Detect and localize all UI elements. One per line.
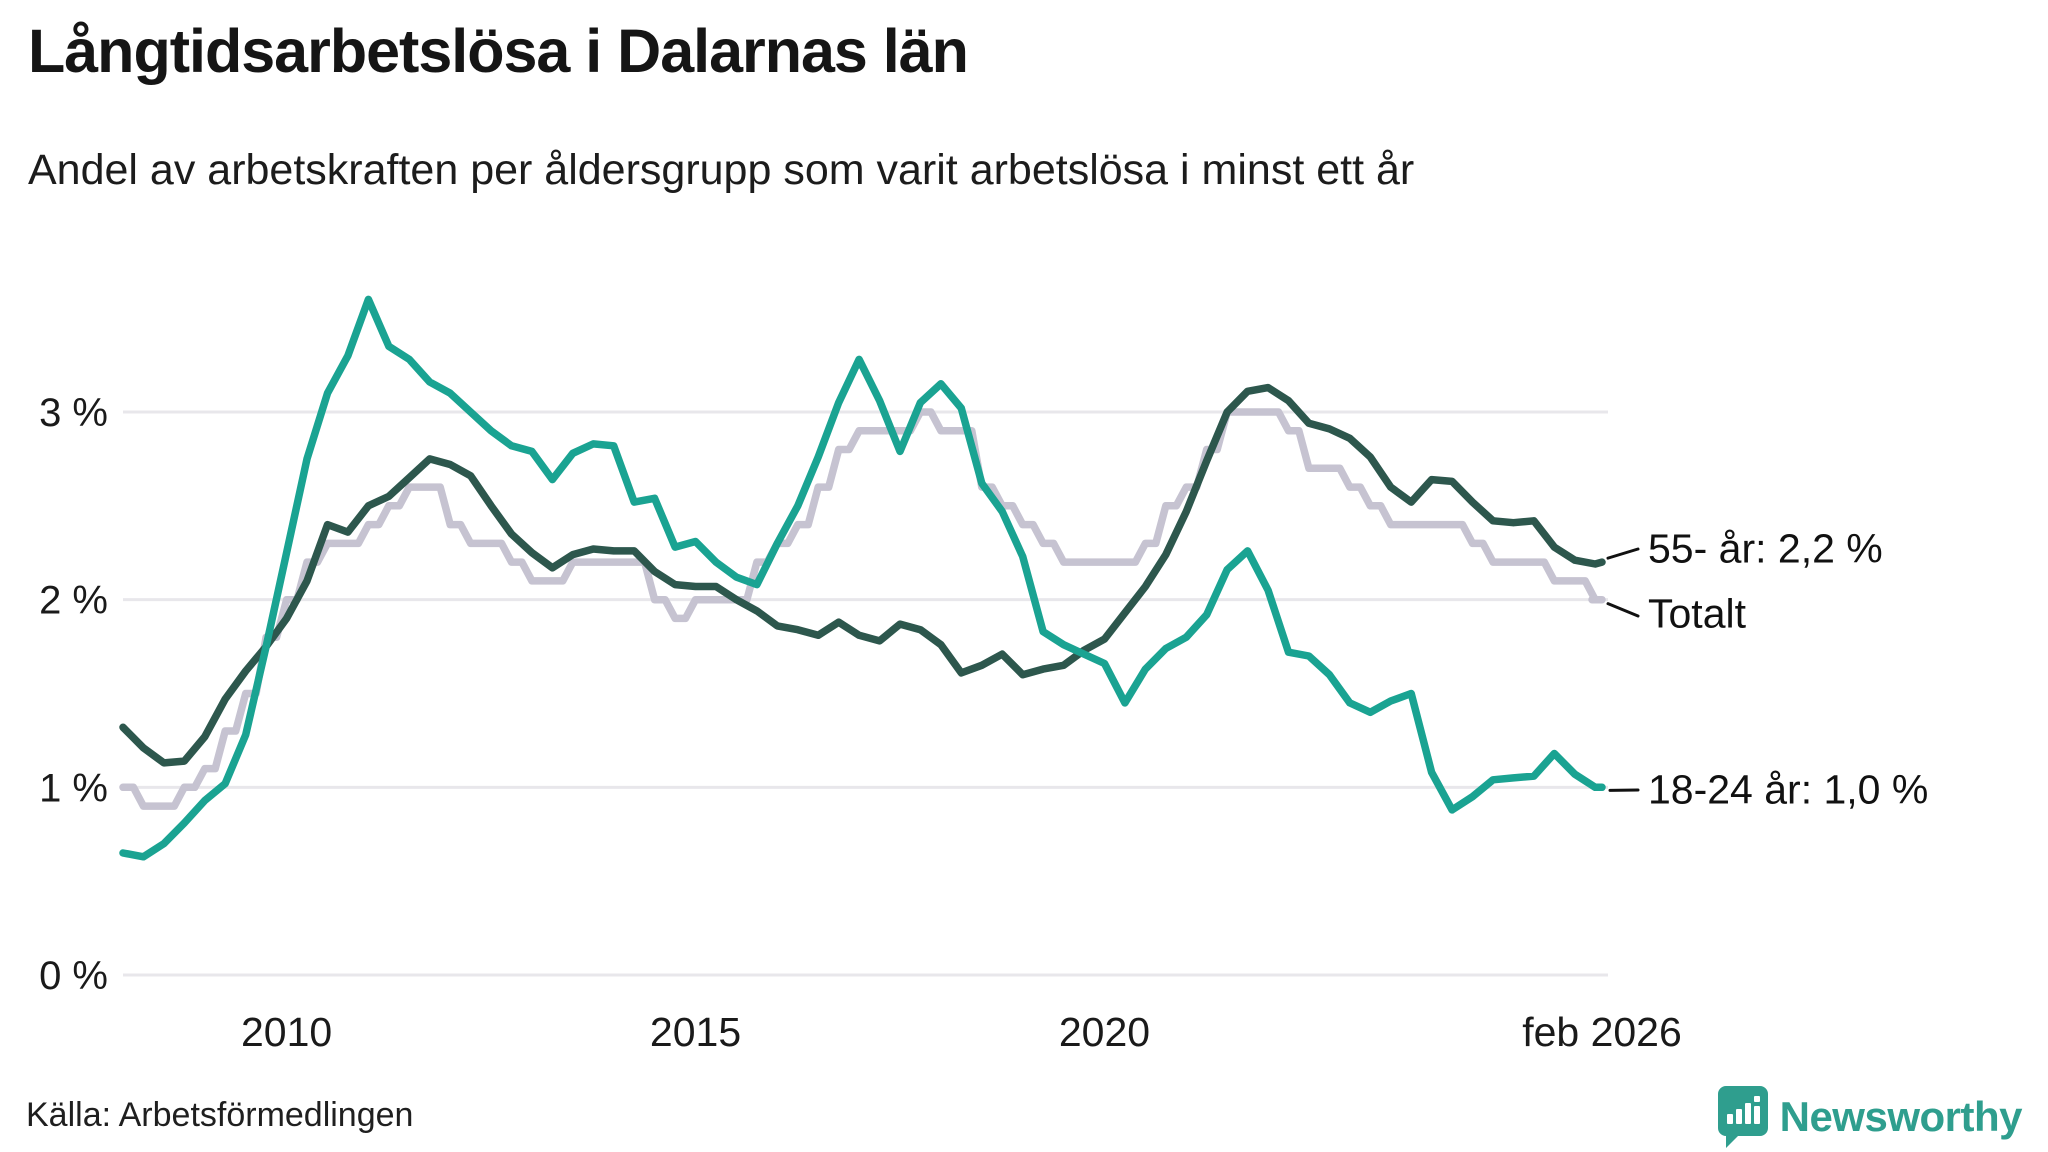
annotation-connector bbox=[1606, 547, 1640, 560]
y-tick-label: 2 % bbox=[39, 579, 108, 623]
series-end-label-55-ar: 55- år: 2,2 % bbox=[1648, 525, 1883, 572]
newsworthy-logo-icon bbox=[1717, 1086, 1768, 1148]
x-tick-label: 2020 bbox=[1059, 1009, 1150, 1055]
page-subtitle: Andel av arbetskraften per åldersgrupp s… bbox=[28, 146, 1415, 194]
x-tick-label: 2010 bbox=[241, 1009, 332, 1055]
page-title: Långtidsarbetslösa i Dalarnas län bbox=[28, 17, 969, 85]
source-credit: Källa: Arbetsförmedlingen bbox=[26, 1096, 414, 1134]
series-line-18-24-r bbox=[119, 295, 1606, 861]
newsworthy-logo-text: Newsworthy bbox=[1779, 1093, 2023, 1140]
annotation-connector bbox=[1606, 602, 1640, 618]
x-tick-label: 2015 bbox=[650, 1009, 741, 1055]
series-line-Totalt bbox=[119, 408, 1606, 810]
newsworthy-logo: Newsworthy bbox=[1717, 1086, 2023, 1148]
y-tick-label: 1 % bbox=[39, 766, 108, 810]
series-line-55-r bbox=[119, 383, 1606, 767]
y-tick-label: 0 % bbox=[39, 954, 108, 998]
y-tick-label: 3 % bbox=[39, 391, 108, 435]
x-tick-label: feb 2026 bbox=[1522, 1009, 1682, 1055]
series-end-label-18-24-ar: 18-24 år: 1,0 % bbox=[1648, 766, 1929, 813]
series-end-label-totalt: Totalt bbox=[1648, 590, 1746, 637]
